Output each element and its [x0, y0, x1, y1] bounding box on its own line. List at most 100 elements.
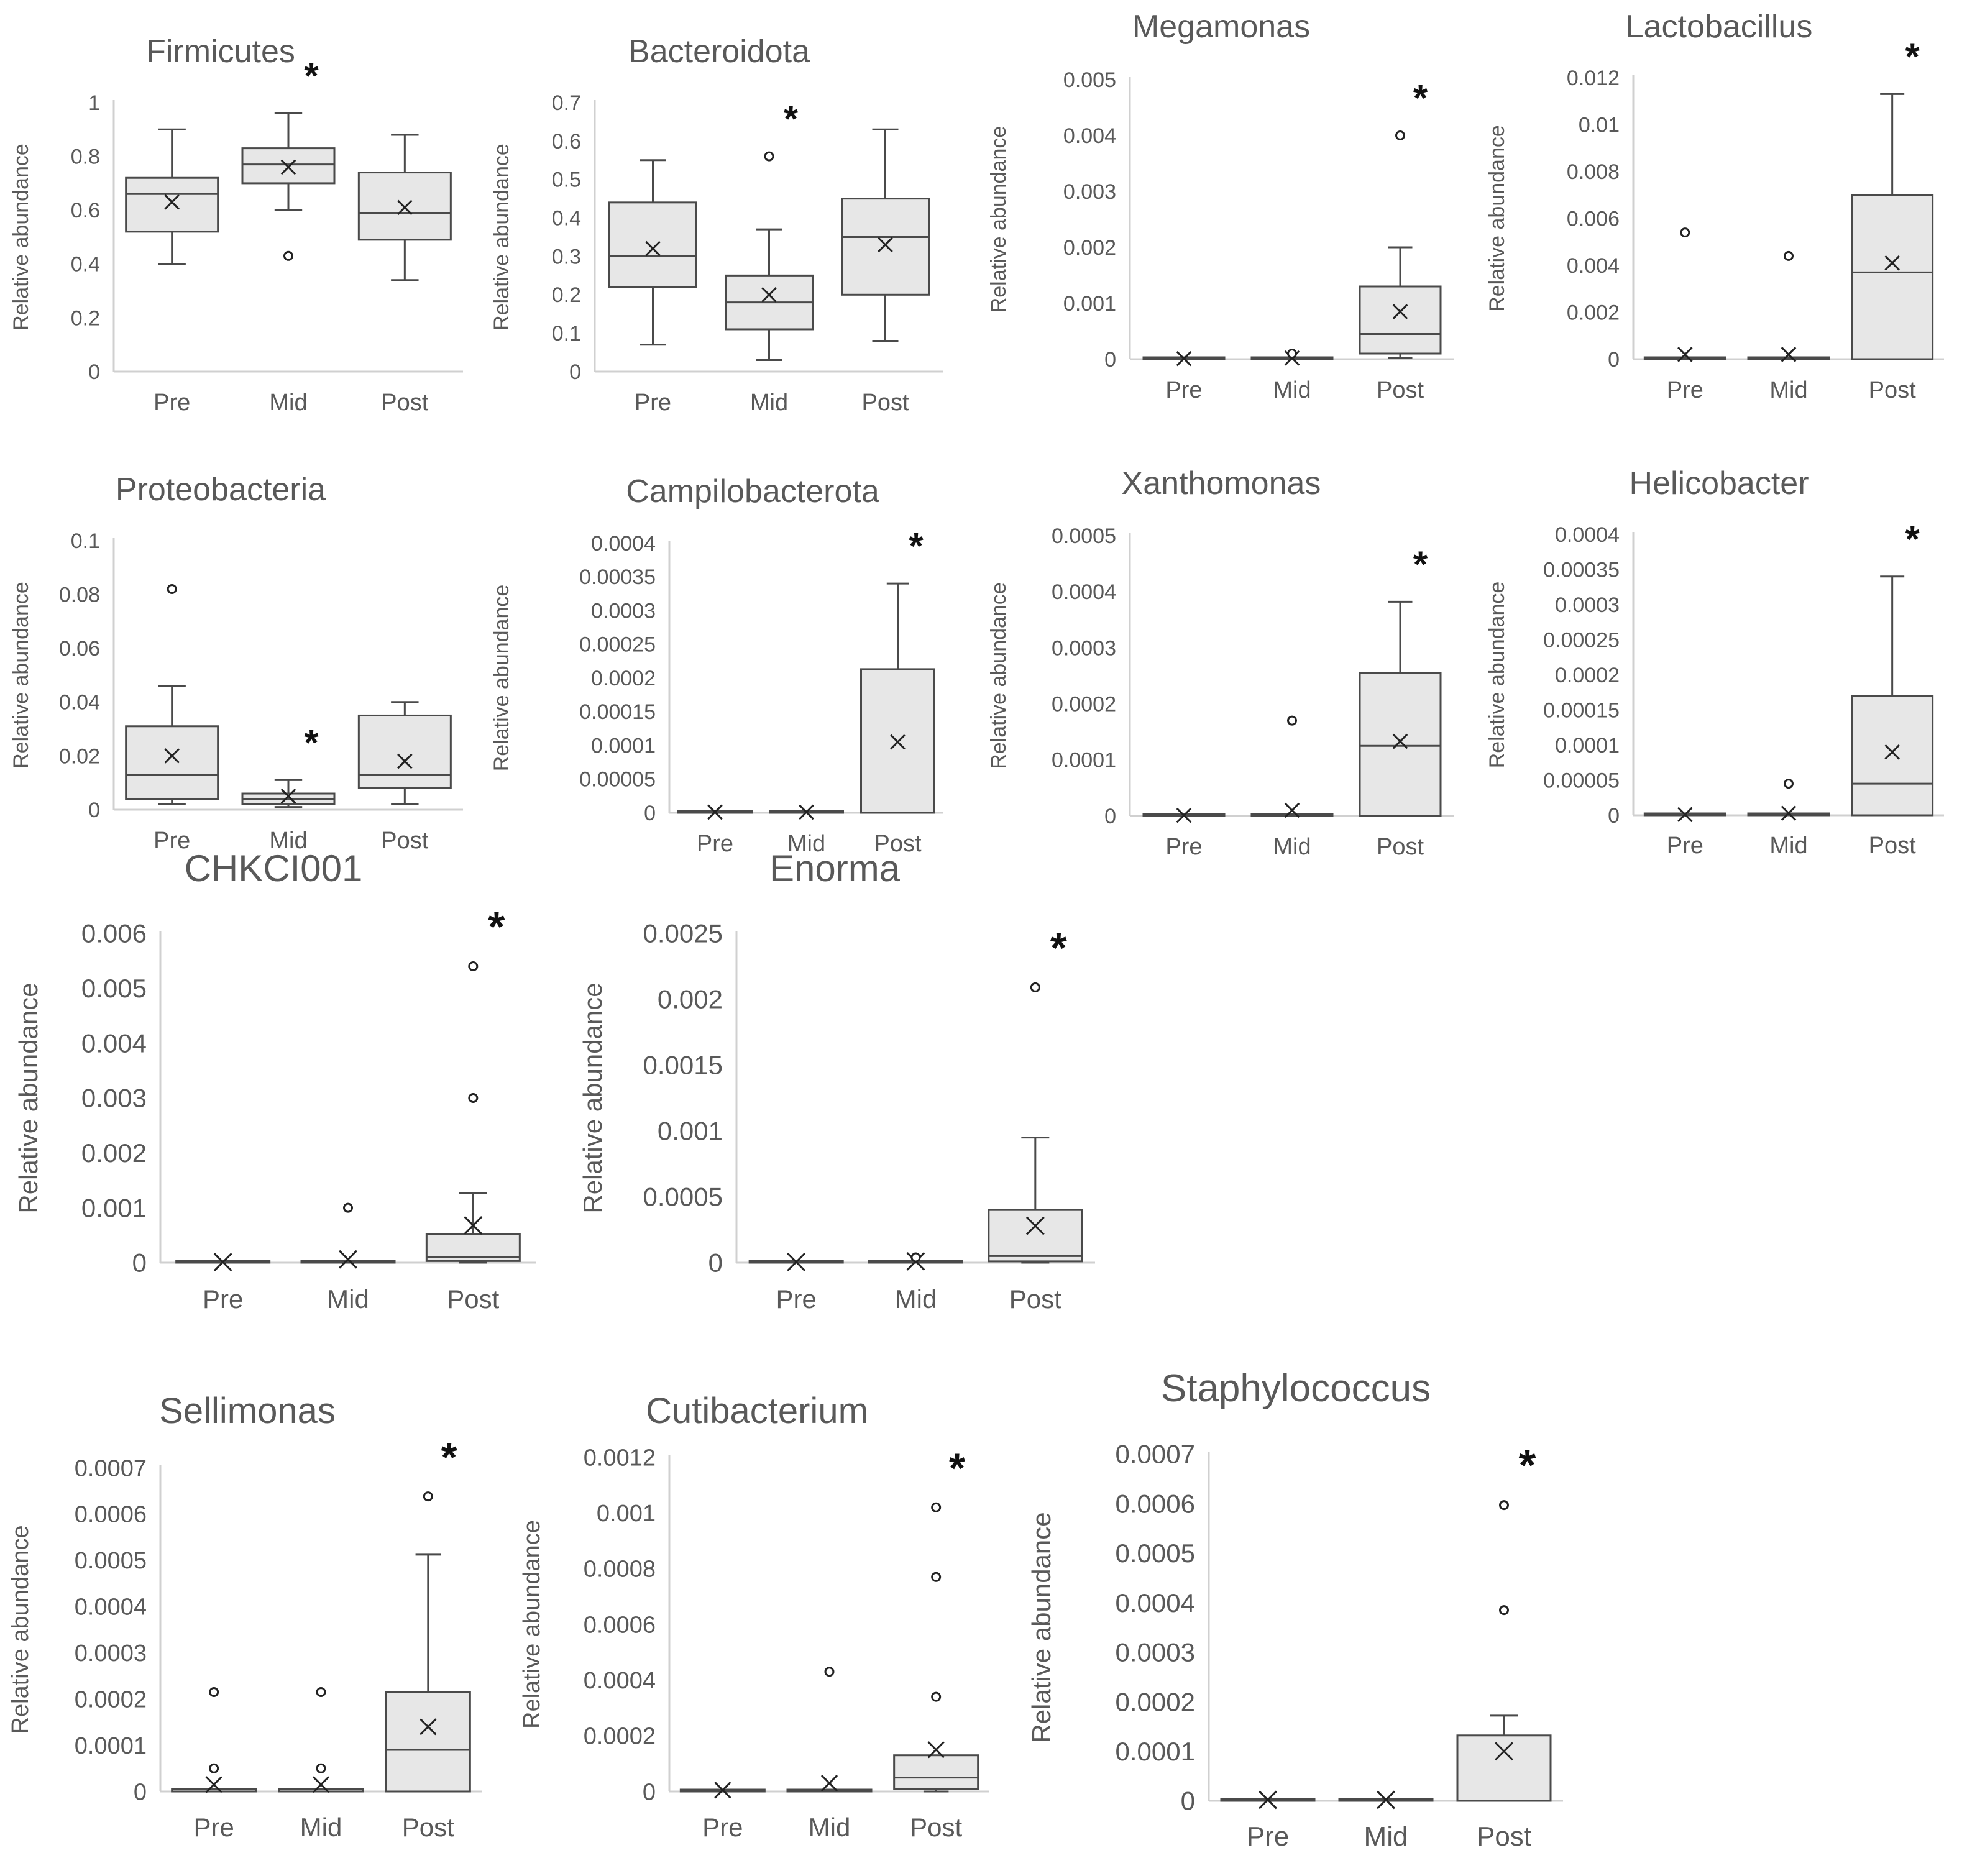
outlier-point [1680, 227, 1690, 238]
outlier-point [316, 1686, 326, 1697]
y-tick-label: 0.0007 [75, 1455, 147, 1481]
iqr-box [1456, 1734, 1552, 1802]
y-tick-label: 0.6 [71, 199, 100, 222]
y-tick-label: 0.00015 [579, 700, 656, 724]
y-tick-label: 0 [708, 1248, 723, 1278]
mean-marker [1392, 733, 1408, 749]
outlier-point [931, 1502, 942, 1512]
mean-marker [213, 1253, 232, 1272]
iqr-box [608, 201, 697, 288]
chart-lactobacillus: Lactobacillus Relative abundance 0 0.002 0.0… [1485, 9, 1944, 403]
y-tick-label: 0.003 [81, 1084, 147, 1113]
x-tick-label: Pre [193, 1813, 234, 1842]
outlier-point [1499, 1605, 1509, 1616]
outlier-point [1499, 1500, 1509, 1511]
box-mid [1747, 250, 1830, 362]
y-axis-label: Relative abundance [1485, 125, 1509, 312]
y-tick-label: 0.01 [1579, 113, 1620, 137]
box-pre [1643, 807, 1726, 823]
x-tick-label: Post [1477, 1821, 1531, 1852]
y-axis-label: Relative abundance [1485, 582, 1509, 769]
y-tick-label: 0.001 [597, 1501, 656, 1527]
y-tick-label: 0.0001 [1116, 1737, 1195, 1766]
y-axis-label: Relative abundance [490, 144, 513, 331]
y-tick-label: 0.0008 [584, 1557, 656, 1583]
significance-asterisk: * [784, 98, 799, 140]
mean-marker [1284, 802, 1300, 818]
mean-marker [927, 1741, 945, 1759]
y-tick-label: 0.0003 [75, 1640, 147, 1667]
outlier-point [1287, 715, 1297, 726]
box-post [860, 582, 935, 814]
y-tick-label: 0.0006 [584, 1612, 656, 1638]
mean-marker [1884, 255, 1900, 271]
y-tick-label: 0.1 [71, 529, 100, 553]
x-tick-label: Post [874, 831, 921, 857]
outlier-point [468, 961, 479, 971]
box-post [425, 961, 521, 1264]
mean-marker [820, 1774, 838, 1792]
box-mid [1250, 715, 1334, 818]
x-tick-label: Mid [327, 1284, 369, 1314]
chart-campilobacterota: Campilobacterota Relative abundance 0 0.000… [490, 474, 943, 857]
box-mid [868, 1251, 963, 1271]
iqr-box [1359, 285, 1442, 355]
chart-xanthomonas: Xanthomonas Relative abundance 0 0.0001 0.00… [987, 465, 1454, 860]
mean-marker [890, 734, 906, 750]
outlier-point [209, 1763, 219, 1773]
outlier-point [167, 583, 177, 594]
box-pre [1142, 350, 1226, 367]
box-pre [748, 1253, 844, 1271]
y-tick-label: 0 [88, 360, 100, 384]
chart-proteobacteria: Proteobacteria Relative abundance 0 0.02 0.0… [9, 472, 463, 854]
x-tick-label: Pre [702, 1813, 743, 1842]
x-tick-label: Mid [809, 1813, 851, 1842]
box-mid [786, 1667, 873, 1793]
mean-marker [787, 1253, 806, 1271]
y-tick-label: 0 [1104, 805, 1116, 828]
y-tick-label: 0.002 [1063, 236, 1116, 260]
outlier-point [1395, 130, 1405, 140]
y-tick-label: 0.005 [1063, 68, 1116, 92]
box-pre [1220, 1790, 1316, 1810]
box-pre [175, 1253, 271, 1272]
x-tick-label: Mid [787, 831, 825, 857]
y-tick-label: 0.0005 [1116, 1539, 1195, 1568]
mean-marker [397, 199, 413, 216]
y-tick-label: 0.001 [1063, 292, 1116, 316]
box-pre [125, 128, 219, 265]
box-post [357, 134, 452, 281]
chart-megamonas: Megamonas Relative abundance 0 0.001 0.002 0.… [987, 9, 1454, 403]
chart-title: Proteobacteria [116, 472, 326, 508]
significance-asterisk: * [1905, 518, 1920, 560]
mean-marker [1025, 1216, 1045, 1235]
y-tick-label: 0 [1608, 804, 1620, 828]
x-tick-label: Post [1869, 833, 1916, 859]
y-tick-label: 0.0004 [591, 532, 656, 556]
x-tick-label: Mid [269, 828, 307, 854]
y-tick-label: 0.0002 [1052, 693, 1116, 716]
chart-firmicutes: Firmicutes Relative abundance 0 0.2 0.4 0.6 0.… [9, 34, 463, 416]
y-tick-label: 0.6 [552, 130, 581, 153]
y-axis-label: Relative abundance [7, 1526, 34, 1734]
x-tick-label: Pre [154, 828, 190, 854]
y-tick-label: 0.0001 [1052, 749, 1116, 772]
outlier-point [468, 1093, 479, 1103]
box-mid [769, 804, 844, 820]
box-post [1359, 600, 1442, 817]
x-tick-label: Mid [300, 1813, 342, 1842]
y-tick-label: 0.5 [552, 168, 581, 192]
x-tick-label: Mid [1769, 833, 1807, 859]
significance-asterisk: * [1050, 924, 1067, 972]
y-tick-label: 0 [132, 1248, 147, 1278]
chart-title: CHKCI001 [185, 848, 363, 889]
mean-marker [1781, 805, 1797, 821]
y-tick-label: 0.2 [552, 283, 581, 307]
box-pre [608, 159, 697, 346]
outlier-point [764, 151, 774, 162]
x-tick-label: Post [1009, 1284, 1061, 1314]
y-tick-label: 0.003 [1063, 180, 1116, 204]
box-pre [1142, 807, 1226, 823]
box-pre [125, 583, 219, 805]
significance-asterisk: * [1905, 35, 1920, 77]
